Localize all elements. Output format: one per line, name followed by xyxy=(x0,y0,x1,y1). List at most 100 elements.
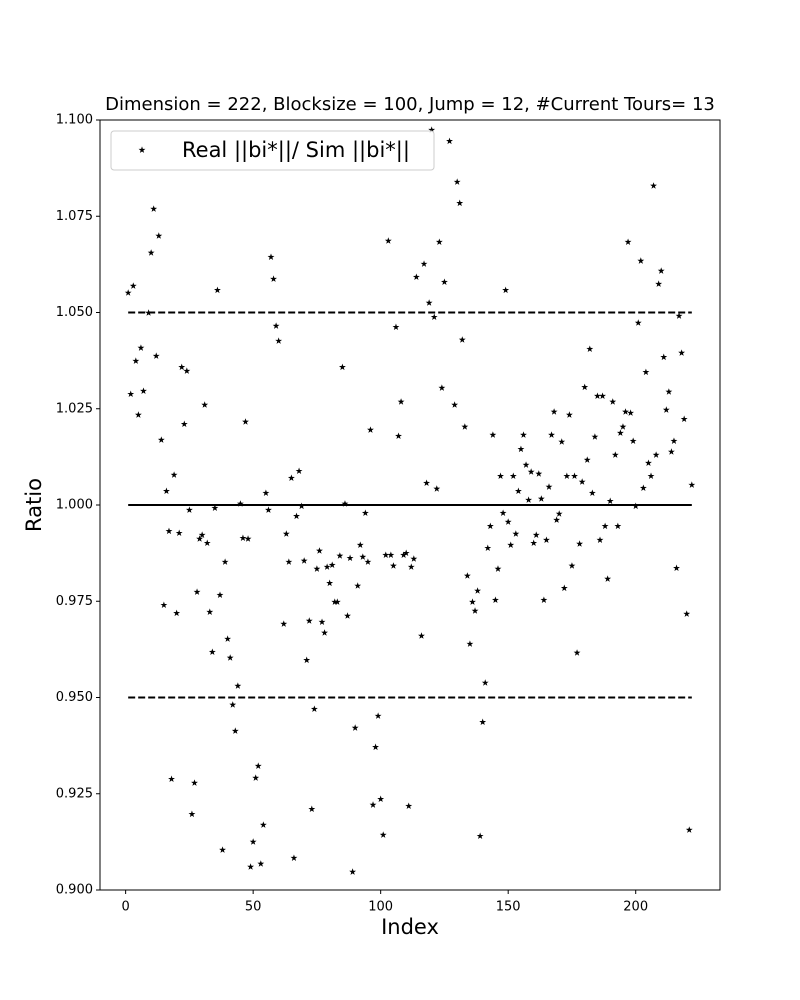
point xyxy=(476,832,484,840)
point xyxy=(504,518,512,525)
plot-frame xyxy=(99,119,721,891)
point xyxy=(326,579,334,587)
point xyxy=(563,472,571,480)
point xyxy=(300,557,308,564)
point xyxy=(446,137,453,145)
point xyxy=(287,474,295,481)
point xyxy=(392,323,400,331)
point xyxy=(305,617,313,624)
point xyxy=(670,437,678,444)
point xyxy=(163,487,170,495)
point xyxy=(660,353,668,361)
point xyxy=(254,762,262,769)
point xyxy=(157,436,165,443)
x-tick-label: 100 xyxy=(368,900,393,915)
point xyxy=(349,868,357,875)
point xyxy=(614,522,622,530)
point xyxy=(295,467,303,475)
y-tick-label: 0.950 xyxy=(56,690,93,705)
point xyxy=(688,481,696,488)
point xyxy=(374,712,382,719)
point xyxy=(333,598,341,605)
x-tick-label: 0 xyxy=(121,900,129,915)
point xyxy=(198,531,206,538)
point xyxy=(124,289,132,296)
point xyxy=(428,126,436,133)
point xyxy=(685,826,693,833)
point xyxy=(308,805,316,813)
point xyxy=(188,810,196,818)
point xyxy=(680,415,688,423)
point xyxy=(675,312,683,319)
point xyxy=(522,461,530,468)
point xyxy=(461,423,469,430)
point xyxy=(369,801,377,808)
point xyxy=(173,609,181,617)
point xyxy=(548,431,555,438)
point xyxy=(137,344,145,351)
point xyxy=(425,299,433,306)
point xyxy=(606,497,614,505)
point xyxy=(216,591,224,598)
point xyxy=(479,718,487,726)
point xyxy=(581,383,589,391)
y-tick-label: 1.025 xyxy=(56,401,93,416)
point xyxy=(129,282,137,289)
y-tick-label: 1.075 xyxy=(56,209,93,224)
point xyxy=(252,774,260,781)
point xyxy=(594,392,601,399)
point xyxy=(451,401,459,408)
point xyxy=(183,367,191,374)
point xyxy=(578,478,586,485)
point xyxy=(438,384,446,391)
point xyxy=(328,561,336,568)
point xyxy=(435,238,443,245)
point xyxy=(535,470,543,477)
point xyxy=(502,286,510,294)
point xyxy=(576,540,584,547)
point xyxy=(377,795,385,803)
point xyxy=(214,286,221,294)
point xyxy=(642,368,650,376)
point xyxy=(270,275,277,282)
point xyxy=(418,632,425,639)
point xyxy=(433,485,441,492)
point xyxy=(293,512,300,520)
point xyxy=(267,253,275,260)
point xyxy=(400,551,408,558)
point xyxy=(499,509,507,516)
point xyxy=(226,654,234,661)
legend-marker xyxy=(138,146,146,153)
point xyxy=(619,423,627,430)
point xyxy=(180,420,188,428)
point xyxy=(527,468,535,475)
point xyxy=(673,564,680,572)
point xyxy=(379,831,387,838)
point xyxy=(586,345,594,352)
point xyxy=(662,406,670,413)
point xyxy=(494,565,502,572)
point xyxy=(134,411,142,418)
point xyxy=(275,337,283,344)
point xyxy=(298,502,306,510)
point xyxy=(604,575,612,582)
point xyxy=(537,495,545,502)
point xyxy=(384,237,392,244)
point xyxy=(316,547,323,554)
chart-title: Dimension = 222, Blocksize = 100, Jump =… xyxy=(105,94,715,115)
point xyxy=(155,232,163,239)
point xyxy=(239,534,247,542)
point xyxy=(354,582,362,589)
y-tick-label: 0.900 xyxy=(56,883,93,898)
point xyxy=(372,743,379,751)
point xyxy=(236,500,244,507)
point xyxy=(323,563,331,570)
point xyxy=(193,588,201,595)
point xyxy=(645,459,652,466)
point xyxy=(346,554,354,562)
point xyxy=(208,648,216,655)
point xyxy=(520,431,527,438)
point xyxy=(359,553,367,560)
point xyxy=(178,363,186,371)
point xyxy=(196,535,204,542)
